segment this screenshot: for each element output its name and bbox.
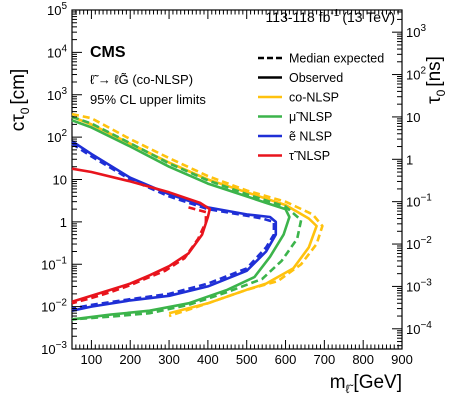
x-tick-label: 600 (275, 352, 297, 367)
x-tick-label: 200 (119, 352, 141, 367)
legend: Median expected Observed co-NLSP μ̃ NLSP ẽ N… (258, 52, 384, 163)
y2-tick-label: 10−4 (406, 320, 432, 337)
x-tick-label: 700 (314, 352, 336, 367)
y2-tick-label: 10−2 (406, 235, 432, 252)
limits-label: 95% CL upper limits (90, 92, 206, 107)
y-tick-label: 104 (47, 43, 67, 60)
y2-tick-label: 10−3 (406, 277, 432, 294)
series-line-expected-3 (71, 115, 303, 321)
y2-tick-label: 1 (406, 152, 413, 167)
x-tick-label: 500 (236, 352, 258, 367)
y2-tick-label: 10 (406, 110, 420, 125)
y-tick-label: 10−2 (41, 298, 67, 315)
legend-entry-label: τ̃ NLSP (289, 149, 330, 163)
legend-entry-label: μ̃ NLSP (289, 110, 332, 124)
legend-entry-label: ẽ NLSP (289, 130, 332, 144)
x-axis-title: mℓ̃ [GeV] (330, 372, 402, 396)
x-tick-label: 100 (81, 352, 103, 367)
series-line-observed-2 (71, 119, 291, 321)
y-tick-label: 1 (60, 215, 67, 230)
process-label: ℓ̃ → ℓG̃ (co-NLSP) (90, 72, 193, 87)
legend-entry-label: co-NLSP (289, 91, 339, 105)
y-axis-title: cτ0[cm] (8, 69, 32, 132)
y-tick-label: 105 (47, 1, 67, 18)
series-line-observed-6 (71, 167, 212, 304)
x-tick-label: 400 (197, 352, 219, 367)
series-line-observed-0 (71, 115, 318, 315)
cms-label: CMS (90, 44, 126, 61)
x-tick-label: 900 (391, 352, 413, 367)
legend-entry-label: Median expected (289, 52, 384, 66)
y2-tick-label: 10−1 (406, 193, 432, 210)
legend-entry-label: Observed (289, 71, 343, 85)
y2-tick-label: 102 (406, 66, 426, 83)
y2-tick-label: 103 (406, 23, 426, 40)
ticks-group: 100 200 300 400 500 600 700 800 900 10−3 10−2 10−1 1… (41, 1, 432, 367)
series-line-expected-1 (71, 112, 324, 318)
y-tick-label: 102 (47, 128, 67, 145)
curves-group (71, 112, 324, 321)
y-tick-label: 10−1 (41, 255, 67, 272)
y2-axis-title: τ0[ns] (424, 56, 448, 104)
y-tick-label: 10 (53, 173, 67, 188)
y-tick-label: 103 (47, 86, 67, 103)
series-line-expected-7 (71, 206, 208, 305)
x-tick-label: 800 (352, 352, 374, 367)
y-tick-label: 10−3 (41, 340, 67, 357)
x-tick-label: 300 (158, 352, 180, 367)
